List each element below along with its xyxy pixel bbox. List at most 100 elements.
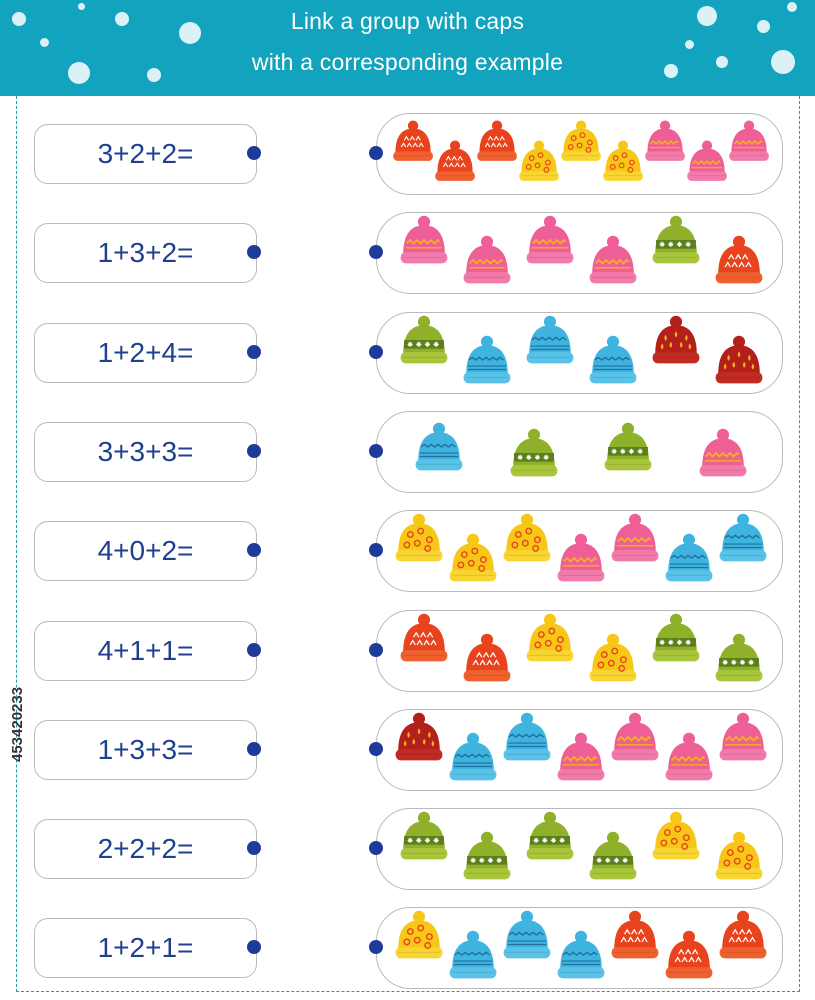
example-connector-dot[interactable] [247,146,261,160]
example-connector-dot[interactable] [247,443,261,458]
snowflake-dot [179,22,201,44]
example-expression: 1+2+1= [97,932,194,964]
group-connector-dot[interactable] [369,146,383,160]
example-box[interactable]: 3+3+3= [34,421,257,482]
example-box[interactable]: 4+0+2= [34,521,257,582]
yellow-cap-icon [395,911,443,959]
blue-cap-icon [557,931,605,979]
pink-cap-icon [463,236,510,284]
group-connector-dot[interactable] [369,543,383,558]
example-expression: 4+1+1= [97,634,194,666]
snowflake-dot [12,12,26,26]
pink-cap-icon [611,712,659,761]
title-line-1: Link a group with caps [290,8,525,34]
yellow-cap-icon [603,140,643,181]
blue-cap-icon [526,315,573,363]
pink-cap-icon [400,216,447,264]
example-expression: 4+0+2= [97,535,194,567]
group-connector-dot[interactable] [369,344,383,359]
group-connector-dot[interactable] [369,443,383,458]
darkred-cap-icon [715,335,762,383]
cap-group-box[interactable] [376,212,783,295]
example-box[interactable]: 3+2+2= [34,124,257,184]
group-connector-dot[interactable] [369,841,383,856]
green-cap-icon [400,315,447,363]
snowflake-dot [68,62,90,84]
title-line-2: with a corresponding example [251,49,564,75]
yellow-cap-icon [715,831,762,880]
blue-cap-icon [449,732,497,781]
pink-cap-icon [557,732,605,781]
snowflake-dot [78,3,85,10]
example-expression: 3+2+2= [97,138,194,169]
yellow-cap-icon [652,811,699,860]
green-cap-icon [510,428,558,477]
pink-cap-icon [687,140,727,181]
example-connector-dot[interactable] [247,940,261,955]
blue-cap-icon [449,931,497,979]
green-cap-icon [652,613,699,661]
example-box[interactable]: 2+2+2= [34,819,257,880]
group-connector-dot[interactable] [369,940,383,955]
snowflake-dot [716,56,728,68]
example-connector-dot[interactable] [247,841,261,856]
worksheet-dashed-border [16,96,800,992]
snowflake-dot [771,50,795,74]
pink-cap-icon [557,533,605,582]
red-cap-icon [477,120,517,161]
snowflake-dot [697,6,717,26]
green-cap-icon [652,216,699,264]
red-cap-icon [665,931,713,979]
group-connector-dot[interactable] [369,245,383,260]
red-cap-icon [719,911,767,959]
snowflake-dot [147,68,161,82]
snowflake-dot [685,40,694,49]
pink-cap-icon [699,428,747,477]
red-cap-icon [463,633,510,681]
red-cap-icon [435,140,475,181]
snowflake-dot [40,38,49,47]
green-cap-icon [526,811,573,860]
example-expression: 1+3+2= [97,237,194,269]
blue-cap-icon [503,911,551,959]
example-connector-dot[interactable] [247,741,261,756]
example-box[interactable]: 4+1+1= [34,620,257,681]
blue-cap-icon [503,712,551,761]
example-box[interactable]: 1+2+4= [34,322,257,383]
snowflake-dot [115,12,129,26]
red-cap-icon [715,236,762,284]
red-cap-icon [400,613,447,661]
green-cap-icon [463,831,510,880]
group-connector-dot[interactable] [369,741,383,756]
pink-cap-icon [719,712,767,761]
yellow-cap-icon [561,120,601,161]
example-connector-dot[interactable] [247,642,261,657]
red-cap-icon [611,911,659,959]
snowflake-dot [787,2,797,12]
pink-cap-icon [729,120,769,161]
example-connector-dot[interactable] [247,245,261,260]
example-box[interactable]: 1+3+3= [34,719,257,780]
green-cap-icon [400,811,447,860]
green-cap-icon [604,422,652,471]
blue-cap-icon [719,513,767,562]
example-expression: 1+2+4= [97,336,194,368]
red-cap-icon [393,120,433,161]
darkred-cap-icon [652,315,699,363]
example-connector-dot[interactable] [247,344,261,359]
example-connector-dot[interactable] [247,543,261,558]
example-box[interactable]: 1+2+1= [34,918,257,979]
snowflake-dot [664,64,678,78]
stock-id-label: 453420233 [9,686,26,762]
pink-cap-icon [611,513,659,562]
darkred-cap-icon [395,712,443,761]
yellow-cap-icon [519,140,559,181]
yellow-cap-icon [395,513,443,562]
blue-cap-icon [463,335,510,383]
pink-cap-icon [589,236,636,284]
pink-cap-icon [665,732,713,781]
yellow-cap-icon [526,613,573,661]
group-connector-dot[interactable] [369,642,383,657]
example-box[interactable]: 1+3+2= [34,223,257,284]
blue-cap-icon [589,335,636,383]
